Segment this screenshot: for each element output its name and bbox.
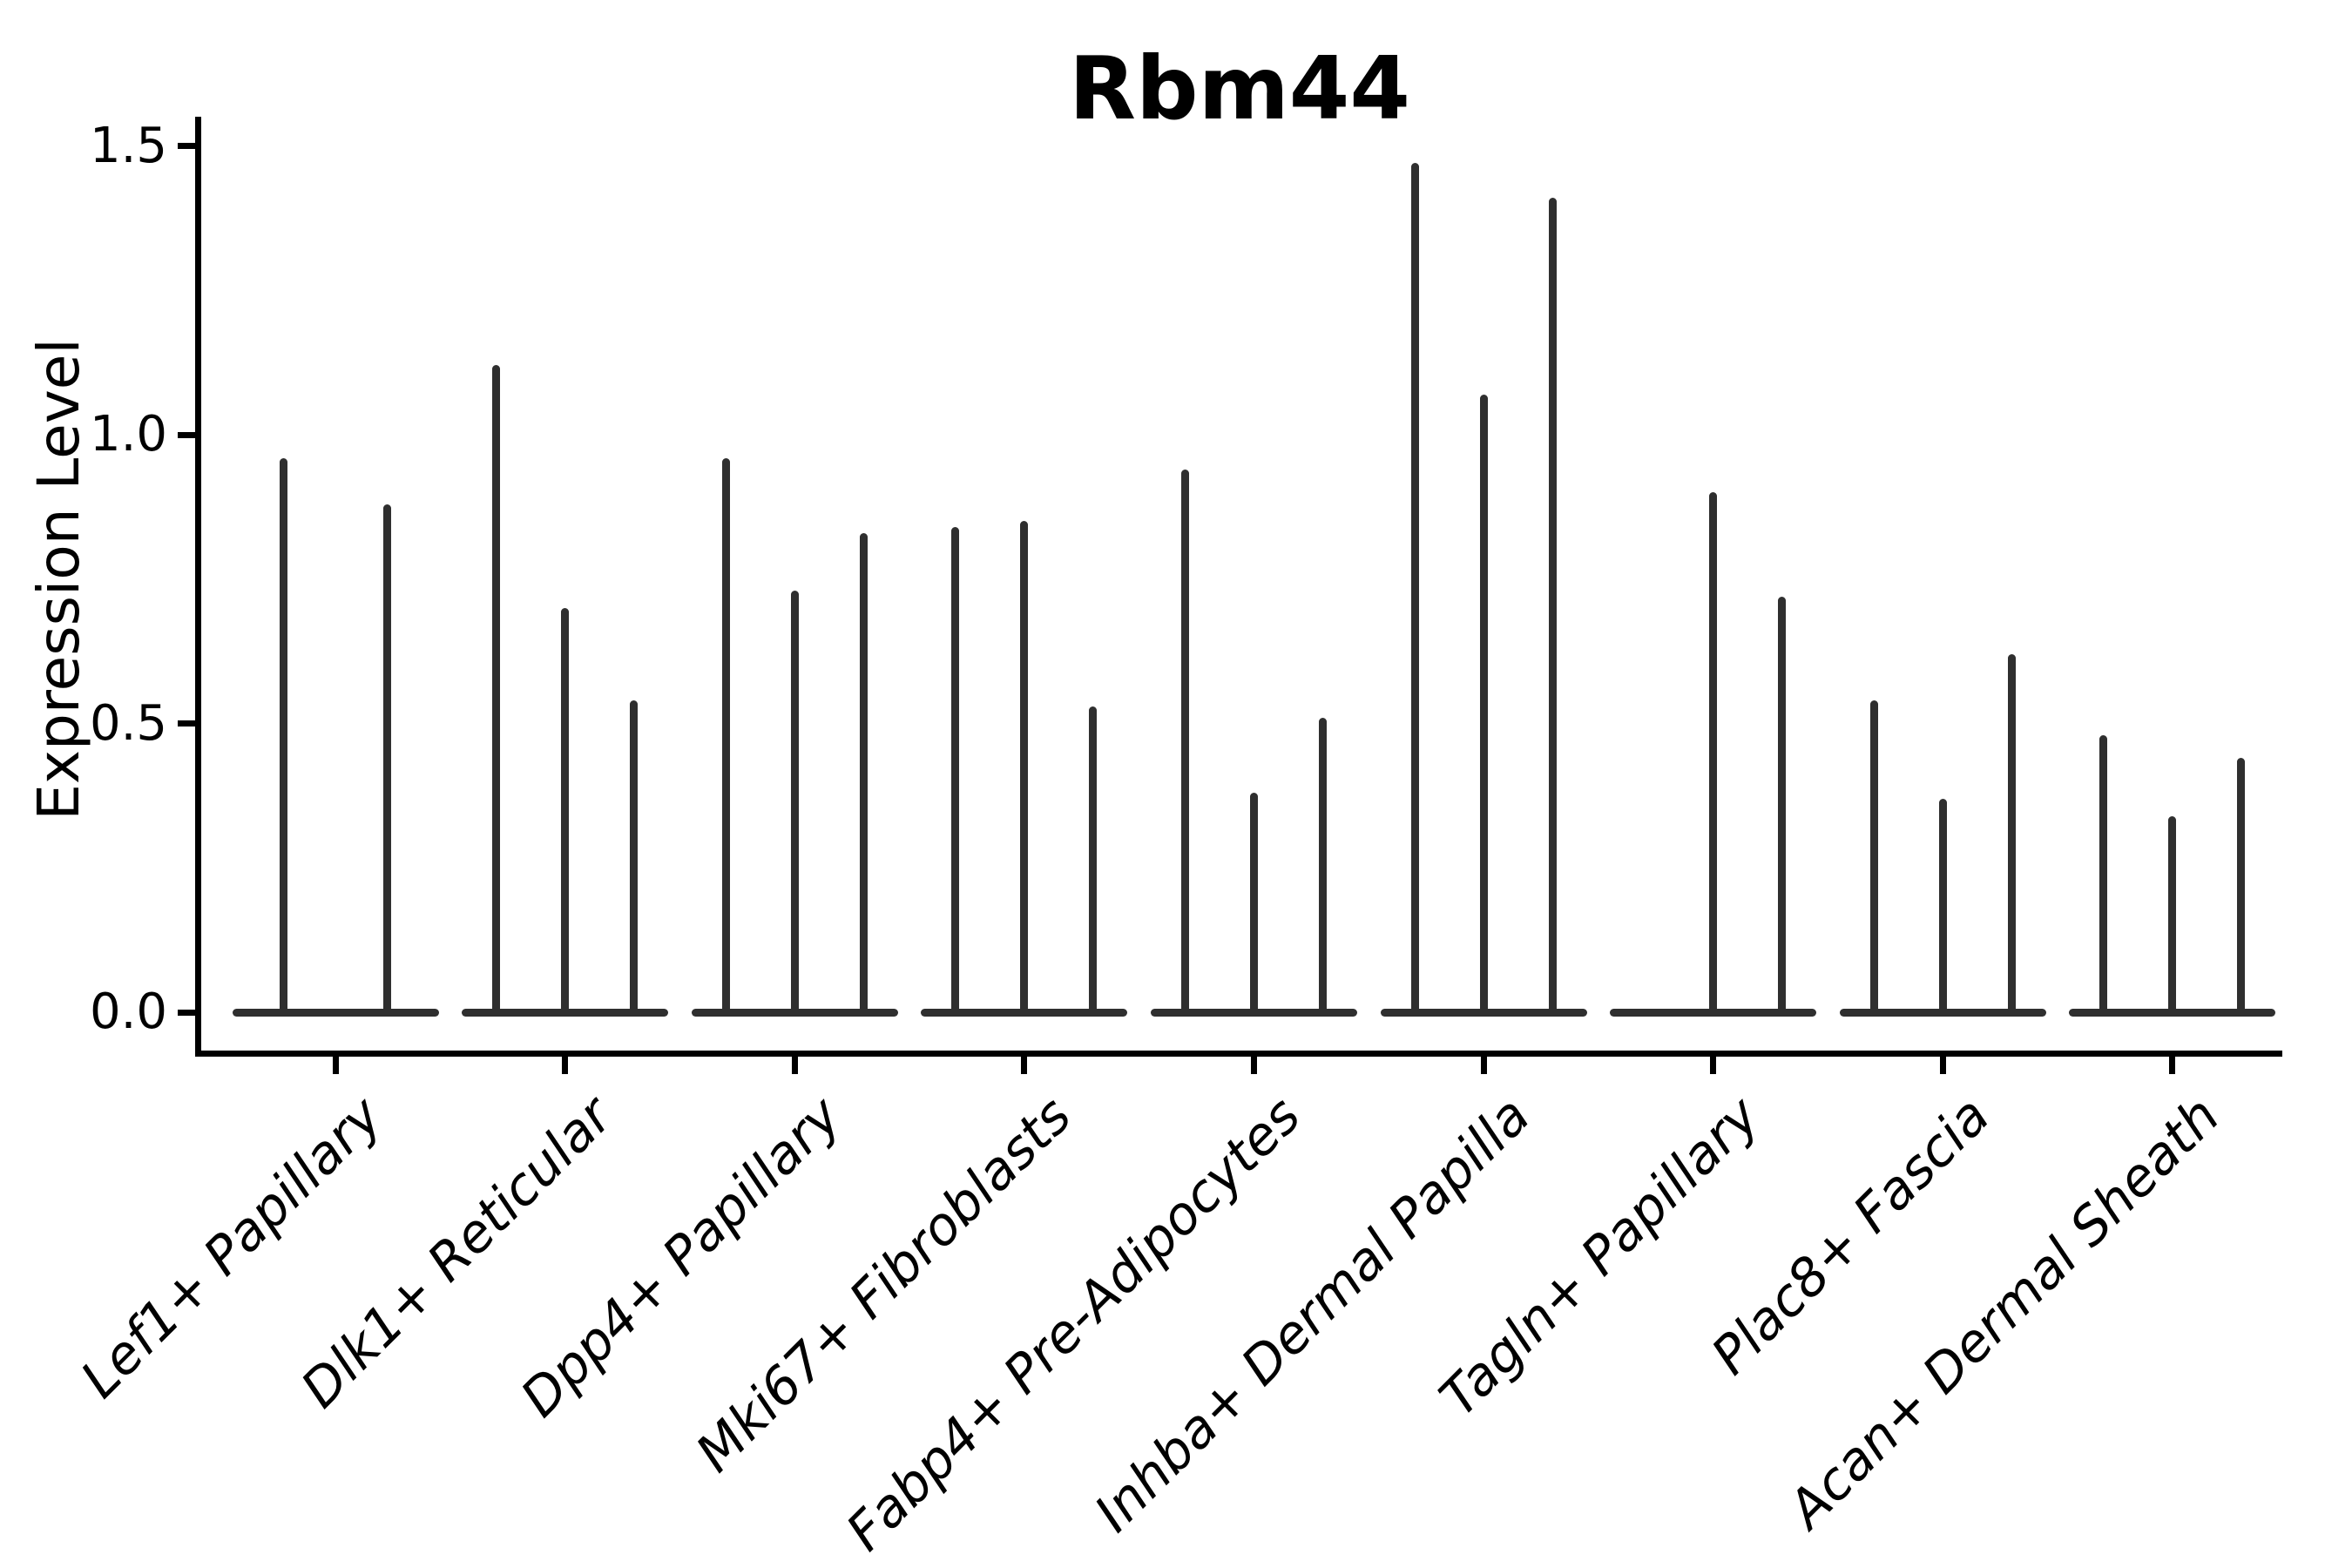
y-tick [178,720,195,727]
violin-spike [492,365,501,1012]
violin-spike [1479,394,1488,1012]
violin-spike [1548,198,1557,1012]
x-tick-label: Fabp4+ Pre-Adipocytes [835,1085,1313,1564]
violin-spike [1938,798,1947,1012]
x-tick [562,1057,569,1074]
x-tick [332,1057,339,1074]
violin-spike [1020,521,1029,1012]
chart-title: Rbm44 [1069,37,1410,139]
violin-spike [630,700,639,1012]
violin-spike [382,504,391,1012]
violin-spike [1778,596,1787,1012]
violin-baseline [1380,1008,1587,1017]
violin-spike [1869,700,1878,1012]
y-tick-label: 0.0 [89,983,167,1040]
violin-spike [859,532,868,1012]
y-tick [178,1009,195,1016]
violin-baseline [1150,1008,1357,1017]
x-tick-label: Mki67+ Fibroblasts [684,1085,1084,1484]
violin-spike [1249,793,1258,1012]
x-tick [1480,1057,1487,1074]
violin-spike [561,607,570,1012]
violin-spike [1089,706,1098,1012]
violin-spike [2237,758,2246,1012]
x-tick [2169,1057,2176,1074]
violin-spike [951,527,960,1012]
violin-spike [790,591,799,1012]
y-tick [178,143,195,149]
violin-baseline [462,1008,669,1017]
violin-baseline [232,1008,439,1017]
y-axis-spine [195,117,201,1057]
y-axis-label: Expression Level [25,338,92,821]
violin-spike [1709,492,1718,1012]
x-tick [1710,1057,1717,1074]
violin-spike [2007,653,2016,1012]
x-axis-spine [195,1051,2282,1057]
violin-spike [1318,717,1327,1012]
violin-spike [280,457,288,1012]
y-tick [178,431,195,438]
violin-spike [2168,815,2177,1012]
y-tick-label: 1.0 [89,406,167,463]
violin-baseline [921,1008,1128,1017]
x-tick [1250,1057,1257,1074]
violin-baseline [2069,1008,2276,1017]
violin-spike [1180,469,1189,1012]
violin-baseline [1839,1008,2046,1017]
x-tick-label: Acan+ Dermal Sheath [1776,1085,2232,1540]
violin-spike [721,457,730,1012]
x-tick [791,1057,798,1074]
violin-baseline [1610,1008,1817,1017]
x-tick [1021,1057,1028,1074]
violin-spike [1410,163,1419,1012]
violin-baseline [691,1008,898,1017]
y-tick-label: 1.5 [89,117,167,174]
x-tick-label: Inhba+ Dermal Papilla [1083,1085,1543,1544]
y-tick-label: 0.5 [89,694,167,752]
x-tick [1939,1057,1946,1074]
violin-spike [2099,734,2108,1012]
